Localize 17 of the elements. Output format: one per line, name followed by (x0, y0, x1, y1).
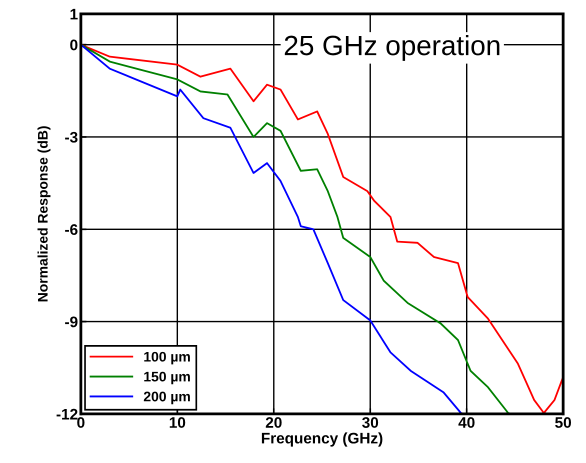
x-tick-label: 10 (170, 417, 186, 428)
legend-label: 100 µm (144, 352, 190, 364)
x-tick-label: 50 (555, 417, 572, 428)
legend-label: 150 µm (144, 372, 190, 384)
y-tick-label: -3 (65, 132, 78, 143)
y-axis-title: Normalized Response (dB) (38, 126, 50, 302)
x-tick-label: 40 (458, 417, 475, 428)
x-tick-label: 20 (266, 417, 282, 428)
legend-label: 200 µm (144, 392, 190, 404)
y-tick-label: 1 (70, 8, 78, 20)
x-axis-title: Frequency (GHz) (262, 432, 382, 447)
annotation: 25 GHz operation (284, 34, 500, 61)
y-tick-label: -12 (56, 408, 78, 420)
y-tick-label: -6 (65, 224, 78, 235)
y-tick-label: 0 (70, 40, 78, 50)
x-tick-label: 30 (362, 417, 378, 428)
y-tick-label: -9 (65, 316, 78, 328)
